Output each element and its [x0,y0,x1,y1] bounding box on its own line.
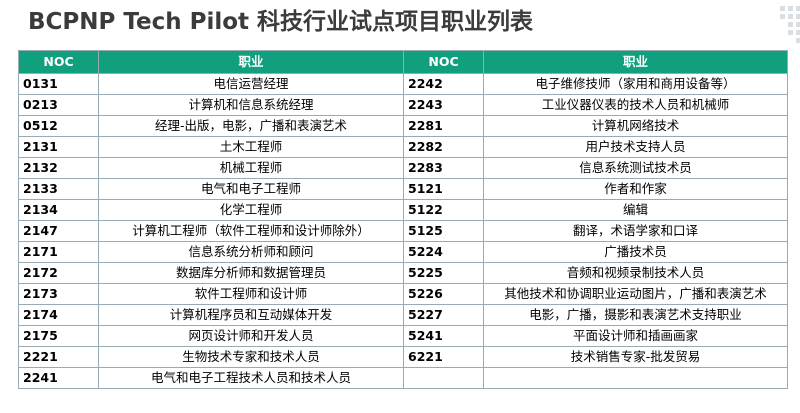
noc-code-right: 2243 [403,94,484,116]
noc-code-right: 6221 [403,346,484,368]
noc-code-left: 2173 [18,283,99,305]
noc-code-right: 2242 [403,73,484,95]
occupation-left: 计算机和信息系统经理 [98,94,404,116]
table-row: 2132 机械工程师 2283 信息系统测试技术员 [18,157,788,179]
header-occupation-left: 职业 [98,50,404,74]
occupation-left: 软件工程师和设计师 [98,283,404,305]
occupation-right: 用户技术支持人员 [483,136,788,158]
occupation-right: 信息系统测试技术员 [483,157,788,179]
occupation-left: 电气和电子工程师 [98,178,404,200]
occupation-right: 计算机网络技术 [483,115,788,137]
header-noc-right: NOC [403,50,484,74]
noc-code-left: 0131 [18,73,99,95]
occupation-right: 其他技术和协调职业运动图片，广播和表演艺术 [483,283,788,305]
noc-code-right: 5121 [403,178,484,200]
noc-code-left: 2133 [18,178,99,200]
occupation-right: 音频和视频录制技术人员 [483,262,788,284]
occupation-right: 编辑 [483,199,788,221]
table-row: 2131 土木工程师 2282 用户技术支持人员 [18,136,788,158]
noc-code-right: 5227 [403,304,484,326]
noc-code-left: 2134 [18,199,99,221]
noc-code-right: 5226 [403,283,484,305]
noc-code-right: 5122 [403,199,484,221]
occupation-right: 电影，广播，摄影和表演艺术支持职业 [483,304,788,326]
occupation-right: 平面设计师和插画画家 [483,325,788,347]
table-row: 2172 数据库分析师和数据管理员 5225 音频和视频录制技术人员 [18,262,788,284]
occupation-table: NOC 职业 NOC 职业 0131 电信运营经理 2242 电子维修技师（家用和商用… [18,50,788,389]
header-occupation-right: 职业 [483,50,788,74]
table-header-row: NOC 职业 NOC 职业 [18,50,788,74]
page-title: BCPNP Tech Pilot 科技行业试点项目职业列表 [28,9,534,35]
noc-code-right [403,367,484,389]
occupation-left: 土木工程师 [98,136,404,158]
noc-code-left: 2172 [18,262,99,284]
table-body: 0131 电信运营经理 2242 电子维修技师（家用和商用设备等） 0213 计算机和信息… [18,73,788,389]
occupation-left: 数据库分析师和数据管理员 [98,262,404,284]
table-row: 0512 经理-出版，电影，广播和表演艺术 2281 计算机网络技术 [18,115,788,137]
noc-code-left: 2241 [18,367,99,389]
occupation-left: 生物技术专家和技术人员 [98,346,404,368]
table-row: 2175 网页设计师和开发人员 5241 平面设计师和插画画家 [18,325,788,347]
noc-code-left: 0512 [18,115,99,137]
table-row: 0213 计算机和信息系统经理 2243 工业仪器仪表的技术人员和机械师 [18,94,788,116]
noc-code-left: 2174 [18,304,99,326]
noc-code-right: 5125 [403,220,484,242]
occupation-left: 信息系统分析师和顾问 [98,241,404,263]
noc-code-left: 2221 [18,346,99,368]
noc-code-right: 2282 [403,136,484,158]
noc-code-right: 5225 [403,262,484,284]
occupation-left: 计算机工程师（软件工程师和设计师除外） [98,220,404,242]
noc-code-left: 2132 [18,157,99,179]
occupation-right: 工业仪器仪表的技术人员和机械师 [483,94,788,116]
occupation-right: 作者和作家 [483,178,788,200]
occupation-left: 化学工程师 [98,199,404,221]
corner-decoration [776,0,800,52]
noc-code-left: 2175 [18,325,99,347]
table-row: 2221 生物技术专家和技术人员 6221 技术销售专家-批发贸易 [18,346,788,368]
table-row: 2171 信息系统分析师和顾问 5224 广播技术员 [18,241,788,263]
occupation-left: 经理-出版，电影，广播和表演艺术 [98,115,404,137]
table-row: 2173 软件工程师和设计师 5226 其他技术和协调职业运动图片，广播和表演艺术 [18,283,788,305]
noc-code-right: 5241 [403,325,484,347]
table-row: 2174 计算机程序员和互动媒体开发 5227 电影，广播，摄影和表演艺术支持职业 [18,304,788,326]
noc-code-right: 5224 [403,241,484,263]
noc-code-right: 2281 [403,115,484,137]
occupation-right: 广播技术员 [483,241,788,263]
noc-code-left: 2147 [18,220,99,242]
occupation-right: 电子维修技师（家用和商用设备等） [483,73,788,95]
header-noc-left: NOC [18,50,99,74]
noc-code-left: 0213 [18,94,99,116]
table-row: 2134 化学工程师 5122 编辑 [18,199,788,221]
table-row: 2147 计算机工程师（软件工程师和设计师除外） 5125 翻译，术语学家和口译 [18,220,788,242]
table-row: 2241 电气和电子工程技术人员和技术人员 [18,367,788,389]
occupation-left: 计算机程序员和互动媒体开发 [98,304,404,326]
occupation-right: 翻译，术语学家和口译 [483,220,788,242]
noc-code-right: 2283 [403,157,484,179]
noc-code-left: 2171 [18,241,99,263]
occupation-left: 机械工程师 [98,157,404,179]
table-row: 2133 电气和电子工程师 5121 作者和作家 [18,178,788,200]
occupation-left: 电气和电子工程技术人员和技术人员 [98,367,404,389]
noc-code-left: 2131 [18,136,99,158]
occupation-right [483,367,788,389]
occupation-right: 技术销售专家-批发贸易 [483,346,788,368]
occupation-left: 网页设计师和开发人员 [98,325,404,347]
occupation-left: 电信运营经理 [98,73,404,95]
table-row: 0131 电信运营经理 2242 电子维修技师（家用和商用设备等） [18,73,788,95]
